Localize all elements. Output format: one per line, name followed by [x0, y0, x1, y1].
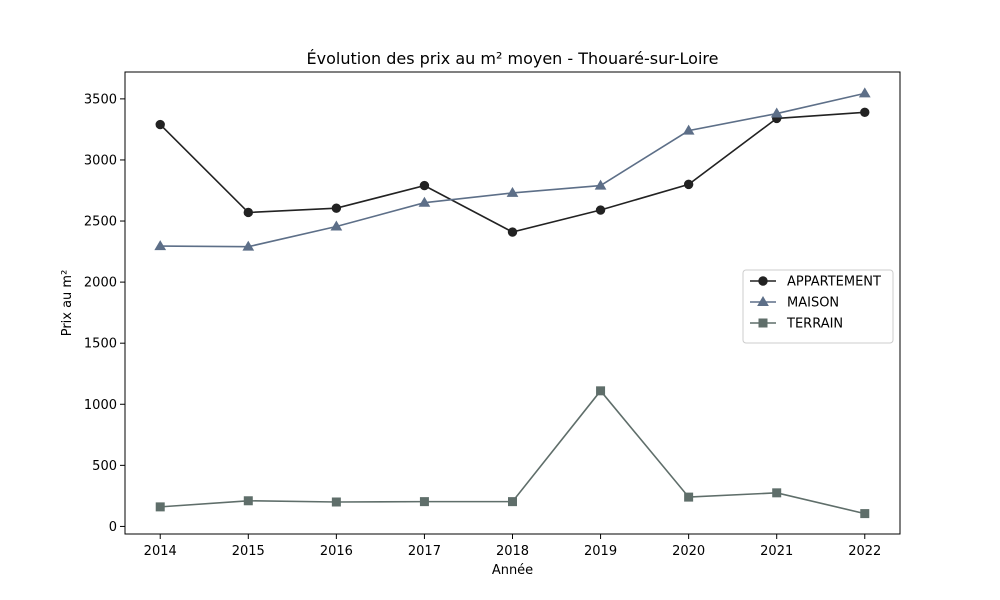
series-line-maison [160, 92, 865, 248]
legend-box [742, 269, 894, 344]
data-point-maison [330, 220, 343, 231]
data-point-appartement [419, 180, 430, 191]
x-tick-label: 2021 [760, 544, 793, 559]
legend-marker [757, 296, 769, 306]
series-terrain [155, 386, 870, 519]
data-point-appartement [860, 107, 870, 118]
data-point-appartement [243, 207, 253, 218]
y-tick-label: 2500 [84, 215, 117, 230]
series-maison [154, 87, 871, 251]
data-point-terrain [772, 488, 782, 498]
data-point-maison [418, 196, 431, 207]
data-point-terrain [331, 497, 341, 507]
data-point-maison [770, 107, 783, 118]
data-point-appartement [683, 179, 694, 190]
legend-entry-appartement: APPARTEMENT [750, 275, 881, 290]
data-point-appartement [155, 119, 165, 130]
data-point-maison [858, 87, 871, 98]
series-line-terrain [160, 389, 865, 515]
x-axis: 2014 2015 2016 2017 2018 2019 2020 2021 2022 [144, 534, 881, 559]
x-tick-label: 2016 [320, 544, 353, 559]
legend-marker [758, 318, 768, 328]
data-point-terrain [508, 497, 517, 507]
data-point-appartement [595, 205, 606, 215]
legend: APPARTEMENT MAISON TERRAIN [742, 269, 894, 344]
y-tick-label: 3000 [84, 153, 117, 168]
x-tick-label: 2017 [408, 544, 441, 559]
data-point-appartement [507, 227, 518, 237]
y-axis: 0 500 1000 1500 2000 2500 3000 3500 [84, 92, 125, 535]
legend-entry-maison: MAISON [750, 296, 839, 311]
data-point-terrain [860, 509, 870, 519]
y-tick-label: 3500 [84, 92, 117, 107]
data-point-maison [242, 240, 255, 251]
legend-label: MAISON [787, 296, 839, 311]
x-tick-label: 2022 [848, 544, 881, 559]
x-tick-label: 2014 [144, 544, 177, 559]
y-axis-label: Prix au m² [60, 270, 75, 337]
data-point-terrain [419, 497, 429, 507]
data-point-maison [682, 124, 695, 135]
data-point-terrain [684, 492, 694, 502]
y-tick-label: 2000 [84, 276, 117, 291]
x-axis-label: Année [492, 563, 533, 578]
legend-label: TERRAIN [786, 317, 843, 332]
plot-content [154, 87, 871, 519]
y-tick-label: 500 [92, 459, 117, 474]
data-point-terrain [596, 386, 606, 396]
x-tick-label: 2020 [672, 544, 705, 559]
x-tick-label: 2015 [232, 544, 265, 559]
x-tick-label: 2018 [496, 544, 529, 559]
series-line-appartement [159, 111, 865, 233]
data-point-terrain [155, 502, 165, 512]
data-point-appartement [331, 203, 342, 213]
series-appartement [155, 107, 870, 237]
y-tick-label: 1000 [84, 398, 117, 413]
data-point-maison [594, 179, 607, 190]
legend-entry-terrain: TERRAIN [750, 317, 843, 332]
y-tick-label: 0 [109, 520, 117, 535]
chart-title: Évolution des prix au m² moyen - Thouaré… [307, 49, 719, 68]
x-tick-label: 2019 [584, 544, 617, 559]
data-point-maison [506, 186, 519, 197]
y-tick-label: 1500 [84, 337, 117, 352]
legend-label: APPARTEMENT [787, 275, 881, 290]
data-point-terrain [243, 496, 253, 506]
legend-marker [758, 276, 768, 286]
data-point-maison [154, 240, 167, 251]
